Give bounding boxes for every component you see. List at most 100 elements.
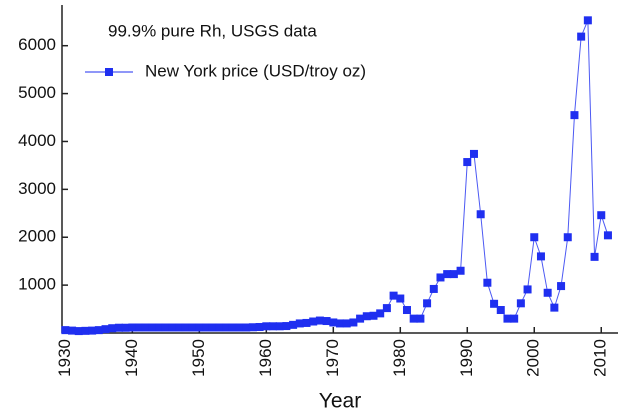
data-point	[295, 319, 304, 328]
data-point	[603, 231, 612, 240]
data-point	[168, 323, 177, 332]
x-tick-label: 1960	[256, 339, 275, 377]
data-point	[61, 326, 70, 335]
data-point	[128, 323, 137, 332]
data-point	[416, 314, 425, 323]
data-point	[563, 233, 572, 242]
data-point	[302, 318, 311, 327]
x-tick-label: 1930	[55, 339, 74, 377]
data-point	[255, 323, 264, 332]
data-point	[550, 303, 559, 312]
data-point	[362, 312, 371, 321]
legend-label: New York price (USD/troy oz)	[145, 61, 366, 80]
data-point	[402, 306, 411, 315]
data-point	[577, 32, 586, 41]
data-point	[469, 149, 478, 158]
y-tick-label: 3000	[18, 179, 56, 198]
data-point	[429, 284, 438, 293]
data-point	[342, 319, 351, 328]
data-point	[175, 323, 184, 332]
data-point	[476, 210, 485, 219]
data-point	[141, 323, 150, 332]
data-point	[597, 211, 606, 220]
data-point	[309, 317, 318, 326]
data-point	[382, 304, 391, 313]
data-point	[155, 323, 164, 332]
data-point	[275, 322, 284, 331]
data-point	[161, 323, 170, 332]
data-point	[235, 323, 244, 332]
data-point	[456, 266, 465, 275]
data-point	[369, 311, 378, 320]
data-point	[101, 325, 110, 334]
x-tick-label: 1980	[390, 339, 409, 377]
data-point	[289, 320, 298, 329]
x-tick-label: 1990	[457, 339, 476, 377]
data-point	[68, 326, 77, 335]
data-point	[349, 318, 358, 327]
data-point	[222, 323, 231, 332]
x-tick-label: 1950	[189, 339, 208, 377]
data-point	[202, 323, 211, 332]
data-point	[282, 322, 291, 331]
data-point	[208, 323, 217, 332]
data-point	[543, 288, 552, 297]
data-point	[188, 323, 197, 332]
data-point	[409, 314, 418, 323]
data-point	[356, 314, 365, 323]
data-point	[114, 323, 123, 332]
data-point	[423, 299, 432, 308]
data-point	[322, 317, 331, 326]
data-point	[536, 252, 545, 261]
data-point	[516, 299, 525, 308]
data-point	[242, 323, 251, 332]
data-point	[228, 323, 237, 332]
data-point	[88, 326, 97, 335]
data-point	[583, 16, 592, 25]
data-point	[195, 323, 204, 332]
data-point	[590, 252, 599, 261]
y-tick-label: 4000	[18, 131, 56, 150]
data-point	[496, 306, 505, 315]
data-point	[483, 278, 492, 287]
data-point	[315, 316, 324, 325]
data-point	[135, 323, 144, 332]
x-tick-label: 2010	[591, 339, 610, 377]
data-point	[376, 309, 385, 318]
y-tick-label: 2000	[18, 227, 56, 246]
data-point	[262, 322, 271, 331]
y-tick-label: 5000	[18, 83, 56, 102]
legend-marker	[105, 68, 113, 76]
data-point	[503, 314, 512, 323]
data-point	[121, 323, 130, 332]
chart-title: 99.9% pure Rh, USGS data	[108, 21, 317, 40]
data-point	[108, 324, 117, 333]
data-point	[449, 270, 458, 279]
y-tick-label: 1000	[18, 275, 56, 294]
data-point	[396, 294, 405, 303]
x-tick-label: 1940	[122, 339, 141, 377]
data-point	[463, 158, 472, 167]
data-point	[530, 233, 539, 242]
data-point	[329, 318, 338, 327]
x-tick-label: 1970	[323, 339, 342, 377]
x-axis-label: Year	[319, 390, 361, 413]
data-point	[510, 314, 519, 323]
data-point	[248, 323, 257, 332]
data-point	[148, 323, 157, 332]
data-point	[557, 282, 566, 291]
data-point	[74, 327, 83, 336]
data-point	[81, 326, 90, 335]
x-tick-label: 2000	[524, 339, 543, 377]
data-point	[336, 319, 344, 328]
data-point	[570, 111, 579, 120]
data-point	[523, 285, 532, 294]
data-point	[269, 322, 278, 331]
data-point	[443, 270, 452, 279]
data-point	[94, 326, 103, 335]
data-point	[436, 273, 445, 282]
y-tick-label: 6000	[18, 35, 56, 54]
data-point	[490, 299, 499, 308]
data-point	[215, 323, 224, 332]
